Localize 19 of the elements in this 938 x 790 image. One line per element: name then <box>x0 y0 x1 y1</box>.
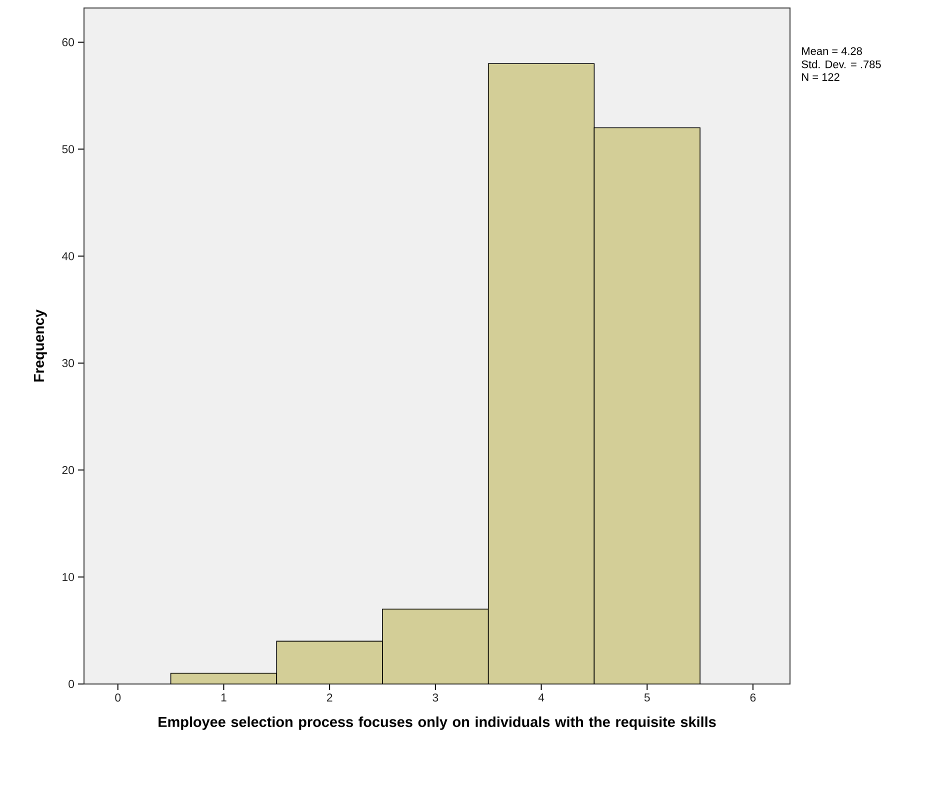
y-tick-label: 0 <box>68 680 74 688</box>
x-tick-label: 6 <box>750 694 756 702</box>
text: Mean = 4.28 <box>802 47 862 55</box>
text: N = 122 <box>802 73 840 81</box>
x-tick-label: 0 <box>115 694 121 702</box>
y-tick-label: 10 <box>62 572 74 582</box>
x-tick-label: 3 <box>432 694 438 702</box>
x-tick-label: 4 <box>538 694 544 702</box>
x-tick-label: 1 <box>221 694 226 702</box>
x-axis-title: Employee selection process focuses only on individuals with the requisite skills <box>158 716 716 730</box>
y-tick-label: 60 <box>62 38 74 46</box>
y-tick-label: 30 <box>62 359 74 368</box>
x-tick-label: 2 <box>326 694 332 702</box>
y-axis-title: Frequency <box>34 310 47 382</box>
y-tick-label: 50 <box>62 145 74 154</box>
y-tick-label: 20 <box>62 466 74 474</box>
y-tick-label: 40 <box>62 252 74 260</box>
text: Std. Dev. = .785 <box>802 60 881 68</box>
x-tick-label: 5 <box>644 694 650 702</box>
